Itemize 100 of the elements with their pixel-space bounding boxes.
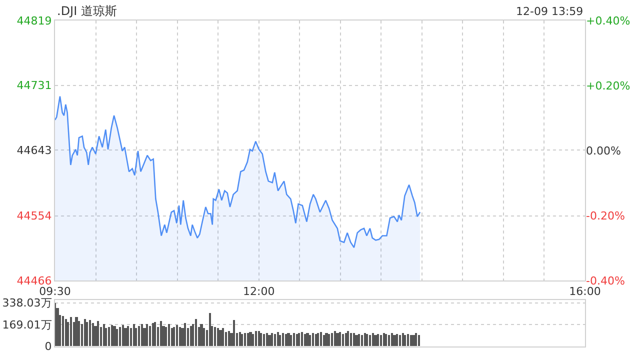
bar	[315, 334, 317, 346]
bar	[298, 332, 300, 346]
bar	[402, 332, 404, 346]
bar	[108, 326, 110, 346]
y-tick-label: 0	[44, 340, 52, 354]
bar	[244, 332, 246, 346]
bar	[146, 324, 148, 346]
bar	[228, 330, 230, 346]
bar	[320, 332, 322, 346]
bar	[407, 334, 409, 346]
bar	[171, 328, 173, 346]
bar	[328, 334, 330, 346]
bar	[105, 328, 107, 346]
bar	[366, 334, 368, 346]
bar	[149, 326, 151, 346]
bar	[78, 320, 80, 346]
bar	[323, 334, 325, 346]
bar	[86, 322, 88, 346]
bar	[179, 326, 181, 346]
bar	[334, 330, 336, 346]
bar	[263, 334, 265, 346]
bar	[277, 332, 279, 346]
bar	[239, 332, 241, 346]
bar	[111, 324, 113, 346]
bar	[92, 322, 94, 346]
x-tick-label: 12:00	[243, 284, 275, 298]
bar	[135, 328, 137, 346]
bar	[214, 326, 216, 346]
bar	[309, 334, 311, 346]
bar	[377, 334, 379, 346]
bar	[266, 332, 268, 346]
bar	[290, 334, 292, 346]
bar	[396, 334, 398, 346]
bar	[353, 332, 355, 346]
bar	[293, 332, 295, 346]
bar	[127, 326, 129, 346]
bar	[361, 334, 363, 346]
bar	[312, 332, 314, 346]
bar	[184, 322, 186, 346]
bar	[225, 332, 227, 346]
bar	[65, 318, 67, 346]
bar	[304, 334, 306, 346]
bar	[84, 318, 86, 346]
bar	[247, 332, 249, 346]
bar	[122, 324, 124, 346]
y-tick-label: 169.01万	[2, 318, 52, 332]
chart-title: .DJI 道琼斯	[57, 4, 117, 18]
bar	[317, 332, 319, 346]
bar	[152, 322, 154, 346]
y-tick-label: 44731	[16, 79, 52, 92]
bar	[97, 320, 99, 346]
bar	[385, 334, 387, 346]
bar	[119, 326, 121, 346]
bar	[271, 332, 273, 346]
bar	[301, 332, 303, 346]
bar	[154, 322, 156, 346]
bar	[241, 334, 243, 346]
bar	[285, 334, 287, 346]
bar	[345, 332, 347, 346]
bar	[296, 334, 298, 346]
bar	[380, 334, 382, 346]
bar	[233, 320, 235, 346]
y2-tick-label: 0.00%	[586, 144, 621, 158]
text: 12-09 13:59	[516, 5, 584, 18]
y-tick-label: 44643	[16, 144, 52, 158]
bar	[372, 332, 374, 346]
bar	[141, 324, 143, 346]
bar	[399, 334, 401, 346]
bar	[388, 334, 390, 346]
bar	[342, 334, 344, 346]
y-tick-label: 338.03万	[2, 296, 52, 310]
bar	[130, 328, 132, 346]
bar	[282, 332, 284, 346]
bar	[160, 320, 162, 346]
bar	[274, 334, 276, 346]
bar	[138, 326, 140, 346]
y-tick-label: 44554	[16, 210, 52, 223]
bar	[255, 330, 257, 346]
bar	[418, 334, 420, 346]
y2-tick-label: -0.20%	[586, 210, 625, 222]
bar	[103, 324, 105, 346]
bar	[279, 334, 281, 346]
bar	[173, 326, 175, 346]
bar	[260, 332, 262, 346]
bar	[190, 326, 192, 346]
bar	[252, 334, 254, 346]
bar	[347, 330, 349, 346]
bar	[209, 312, 211, 346]
bar	[222, 328, 224, 346]
bar	[89, 320, 91, 346]
bar	[391, 332, 393, 346]
bar	[165, 326, 167, 346]
bar	[369, 334, 371, 346]
y2-tick-label: +0.40%	[586, 14, 630, 28]
bar	[410, 334, 412, 346]
bar	[116, 328, 118, 346]
bar	[217, 328, 219, 346]
bar	[258, 330, 260, 346]
bar	[195, 318, 197, 346]
bar	[350, 332, 352, 346]
